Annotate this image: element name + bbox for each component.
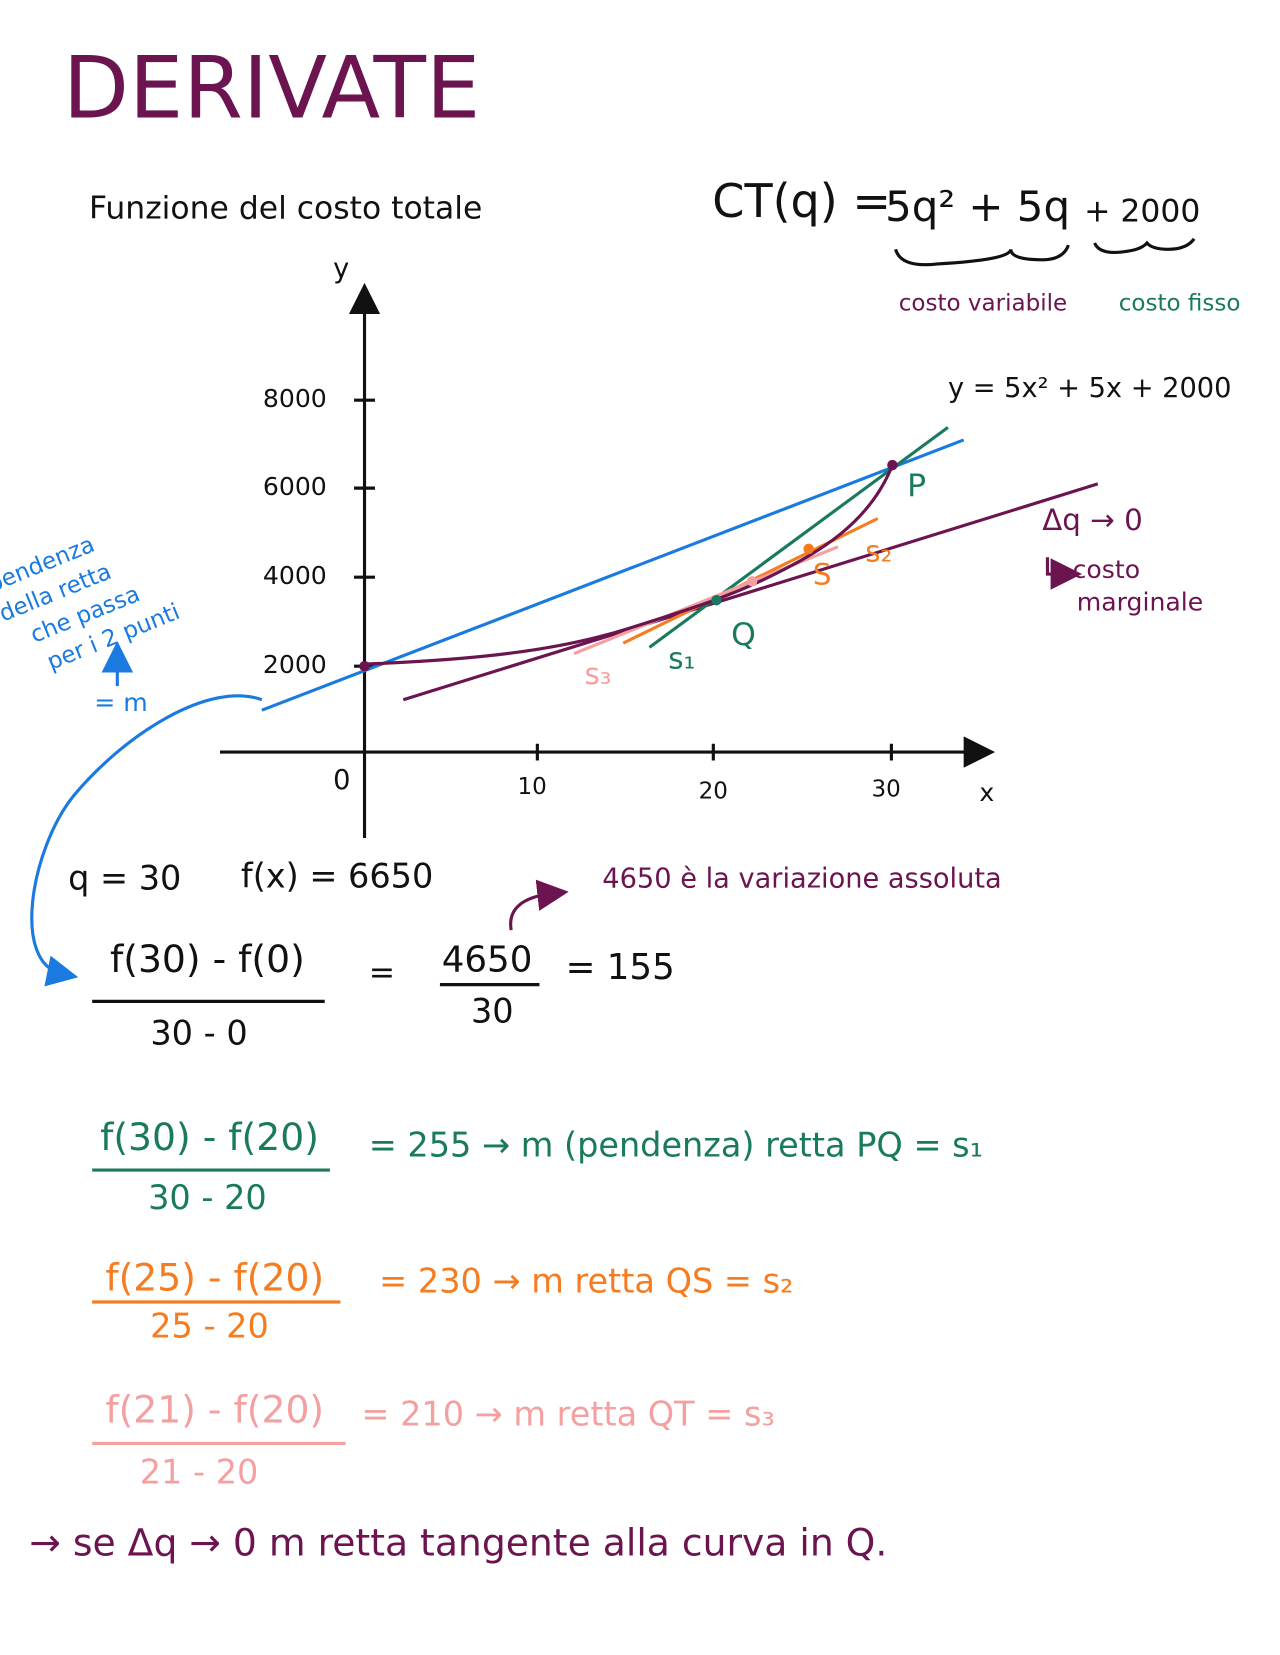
brace — [894, 244, 1070, 267]
formula-lhs: CT(q) = — [712, 174, 891, 228]
marginal-note: marginale — [1077, 587, 1203, 616]
point-p — [887, 459, 898, 471]
origin-label: 0 — [333, 765, 350, 796]
variation-note: 4650 è la variazione assoluta — [602, 863, 1001, 894]
variable-label: costo variabile — [899, 290, 1068, 316]
y-tick-label: 8000 — [263, 384, 327, 413]
subtitle: Funzione del costo totale — [89, 190, 482, 226]
fx-value: f(x) = 6650 — [241, 856, 433, 895]
brace — [1093, 237, 1196, 255]
denominator: 30 - 0 — [150, 1013, 247, 1052]
title: DERIVATE — [63, 39, 480, 139]
denominator: 30 — [471, 991, 514, 1030]
point-label: P — [907, 468, 926, 504]
denominator: 21 - 20 — [140, 1452, 259, 1491]
graph — [30, 282, 1099, 987]
numerator: f(25) - f(20) — [105, 1256, 324, 1300]
line-label: s₃ — [584, 657, 611, 691]
result: = 255 → m (pendenza) retta PQ = s₁ — [369, 1125, 983, 1164]
secant-line — [261, 438, 965, 712]
point-s — [803, 543, 814, 555]
tangent-line — [402, 482, 1099, 702]
equation: f(30) - f(0) 30 - 0 = 4650 30 = 155 — [92, 937, 675, 1052]
result: = 210 → m retta QT = s₃ — [361, 1395, 774, 1434]
y-label: y — [333, 254, 349, 285]
equation: f(21) - f(20) 21 - 20 = 210 → m retta QT… — [92, 1387, 775, 1491]
m-note: = m — [94, 688, 148, 717]
result: = 230 → m retta QS = s₂ — [379, 1262, 793, 1301]
numerator: 4650 — [442, 940, 533, 981]
point-t — [746, 576, 758, 587]
numerator: f(30) - f(20) — [100, 1115, 319, 1159]
line-s1 — [648, 426, 949, 649]
marginal-note: costo — [1073, 555, 1141, 584]
arrow — [1045, 557, 1083, 590]
denominator: 30 - 20 — [148, 1178, 267, 1217]
x-label: x — [979, 778, 994, 807]
point-label: S — [813, 558, 832, 592]
conclusion: → se Δq → 0 m retta tangente alla curva … — [29, 1521, 887, 1565]
formula-variable: 5q² + 5q — [885, 182, 1070, 231]
y-tick-label: 6000 — [263, 472, 327, 501]
numerator: f(30) - f(0) — [110, 937, 305, 981]
equation: f(30) - f(20) 30 - 20 = 255 → m (pendenz… — [92, 1115, 983, 1217]
equation: f(25) - f(20) 25 - 20 = 230 → m retta QS… — [92, 1256, 793, 1346]
delta-note: Δq → 0 — [1042, 503, 1143, 537]
y-tick-label: 2000 — [263, 650, 327, 679]
curve-label: y = 5x² + 5x + 2000 — [948, 373, 1231, 404]
point-origin — [359, 660, 370, 672]
ticks — [354, 398, 893, 761]
arrow — [509, 879, 569, 931]
numerator: f(21) - f(20) — [105, 1387, 324, 1431]
point-q — [711, 594, 722, 606]
equals: = — [369, 955, 395, 991]
fixed-label: costo fisso — [1119, 290, 1241, 316]
q-value: q = 30 — [68, 858, 181, 897]
line-label: s₂ — [865, 535, 892, 569]
x-tick-label: 20 — [699, 778, 728, 804]
formula-fixed: + 2000 — [1084, 194, 1200, 230]
arrow — [30, 694, 263, 987]
cost-curve — [364, 464, 894, 666]
x-tick-label: 10 — [517, 774, 546, 800]
point-label: Q — [731, 617, 756, 653]
x-tick-label: 30 — [871, 776, 900, 802]
result: = 155 — [566, 947, 675, 988]
denominator: 25 - 20 — [150, 1307, 269, 1346]
line-label: s₁ — [668, 641, 695, 675]
y-tick-label: 4000 — [263, 561, 327, 590]
